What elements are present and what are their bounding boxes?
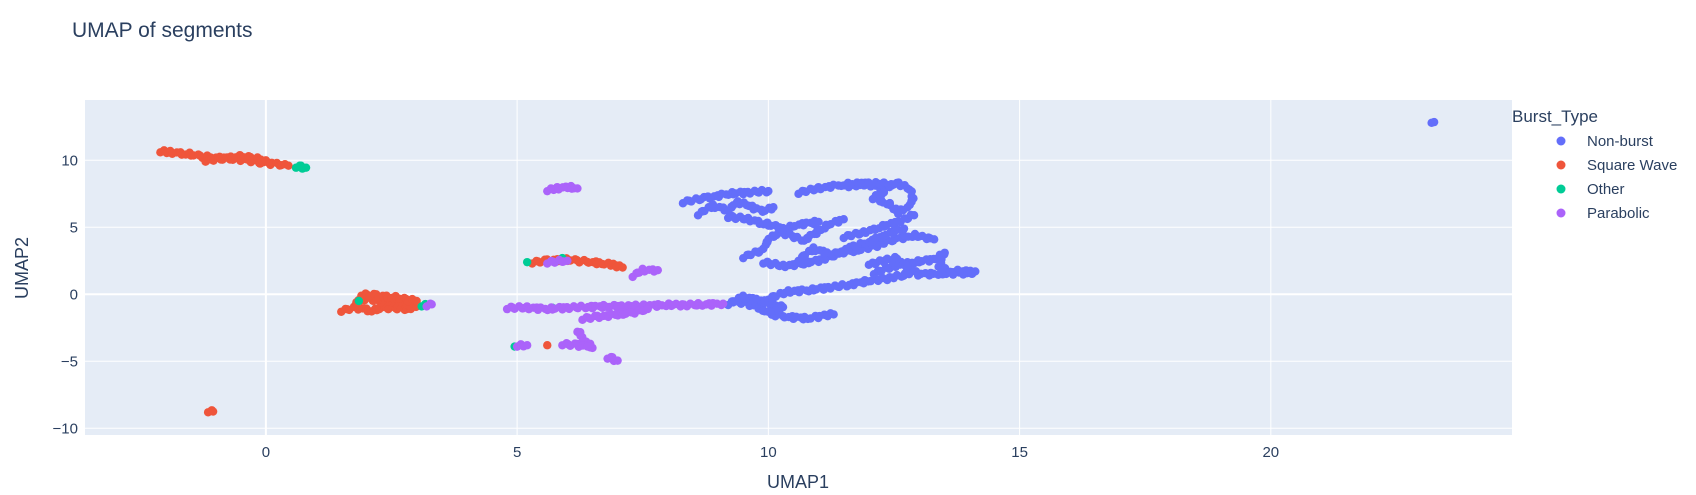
data-points — [156, 117, 1439, 417]
data-point — [718, 299, 728, 308]
x-tick-label: 10 — [760, 444, 777, 461]
data-point — [618, 263, 627, 272]
y-tick-label: −5 — [61, 353, 78, 370]
data-point — [412, 296, 421, 306]
legend-marker — [1556, 184, 1566, 194]
legend: Burst_Type Non-burst Square Wave Other Para… — [1512, 107, 1677, 222]
legend-item[interactable]: Non-burst — [1556, 133, 1654, 150]
data-point — [301, 163, 311, 172]
data-point — [208, 407, 218, 416]
data-point — [764, 307, 773, 316]
chart-title: UMAP of segments — [72, 19, 253, 42]
legend-marker — [1556, 208, 1566, 218]
data-point — [573, 184, 582, 193]
series-parabolic — [422, 181, 728, 366]
data-point — [879, 188, 889, 197]
data-point — [904, 270, 914, 279]
legend-item[interactable]: Other — [1556, 181, 1625, 198]
data-point — [613, 356, 622, 365]
data-point — [1429, 117, 1439, 127]
legend-label: Other — [1587, 181, 1625, 198]
data-point — [929, 235, 939, 244]
legend-label: Parabolic — [1587, 205, 1650, 222]
data-point — [284, 161, 293, 170]
x-tick-label: 15 — [1011, 444, 1028, 461]
data-point — [261, 156, 271, 165]
data-point — [522, 341, 532, 350]
x-tick-label: 20 — [1262, 444, 1279, 461]
data-point — [522, 257, 532, 267]
data-point — [764, 186, 773, 196]
y-tick-label: 0 — [70, 286, 78, 303]
x-tick-labels: 0 5 10 15 20 — [262, 444, 1279, 461]
data-point — [427, 300, 436, 309]
data-point — [864, 260, 874, 270]
x-axis-title: UMAP1 — [767, 472, 829, 492]
y-tick-label: 10 — [61, 152, 78, 169]
series-non-burst — [678, 117, 1439, 324]
data-point — [839, 215, 848, 224]
legend-marker — [1556, 136, 1566, 146]
legend-marker — [1556, 160, 1566, 170]
data-point — [643, 304, 652, 314]
legend-label: Non-burst — [1587, 133, 1654, 150]
y-tick-label: −10 — [53, 420, 78, 437]
x-tick-label: 0 — [262, 444, 270, 461]
data-point — [354, 296, 364, 306]
y-tick-label: 5 — [70, 219, 78, 236]
data-point — [583, 342, 592, 351]
data-point — [829, 310, 838, 319]
y-tick-labels: −10 −5 0 5 10 — [53, 152, 78, 437]
data-point — [899, 224, 909, 233]
legend-item[interactable]: Square Wave — [1556, 157, 1678, 174]
x-tick-label: 5 — [513, 444, 521, 461]
legend-title: Burst_Type — [1512, 107, 1598, 126]
data-point — [889, 180, 899, 189]
data-point — [814, 217, 823, 227]
y-axis-title: UMAP2 — [12, 237, 32, 299]
data-point — [769, 203, 778, 212]
data-point — [909, 211, 919, 220]
legend-label: Square Wave — [1587, 157, 1677, 174]
data-point — [653, 265, 663, 275]
plot-area — [85, 100, 1512, 435]
data-point — [563, 256, 572, 265]
data-point — [543, 341, 552, 350]
legend-item[interactable]: Parabolic — [1556, 205, 1651, 222]
